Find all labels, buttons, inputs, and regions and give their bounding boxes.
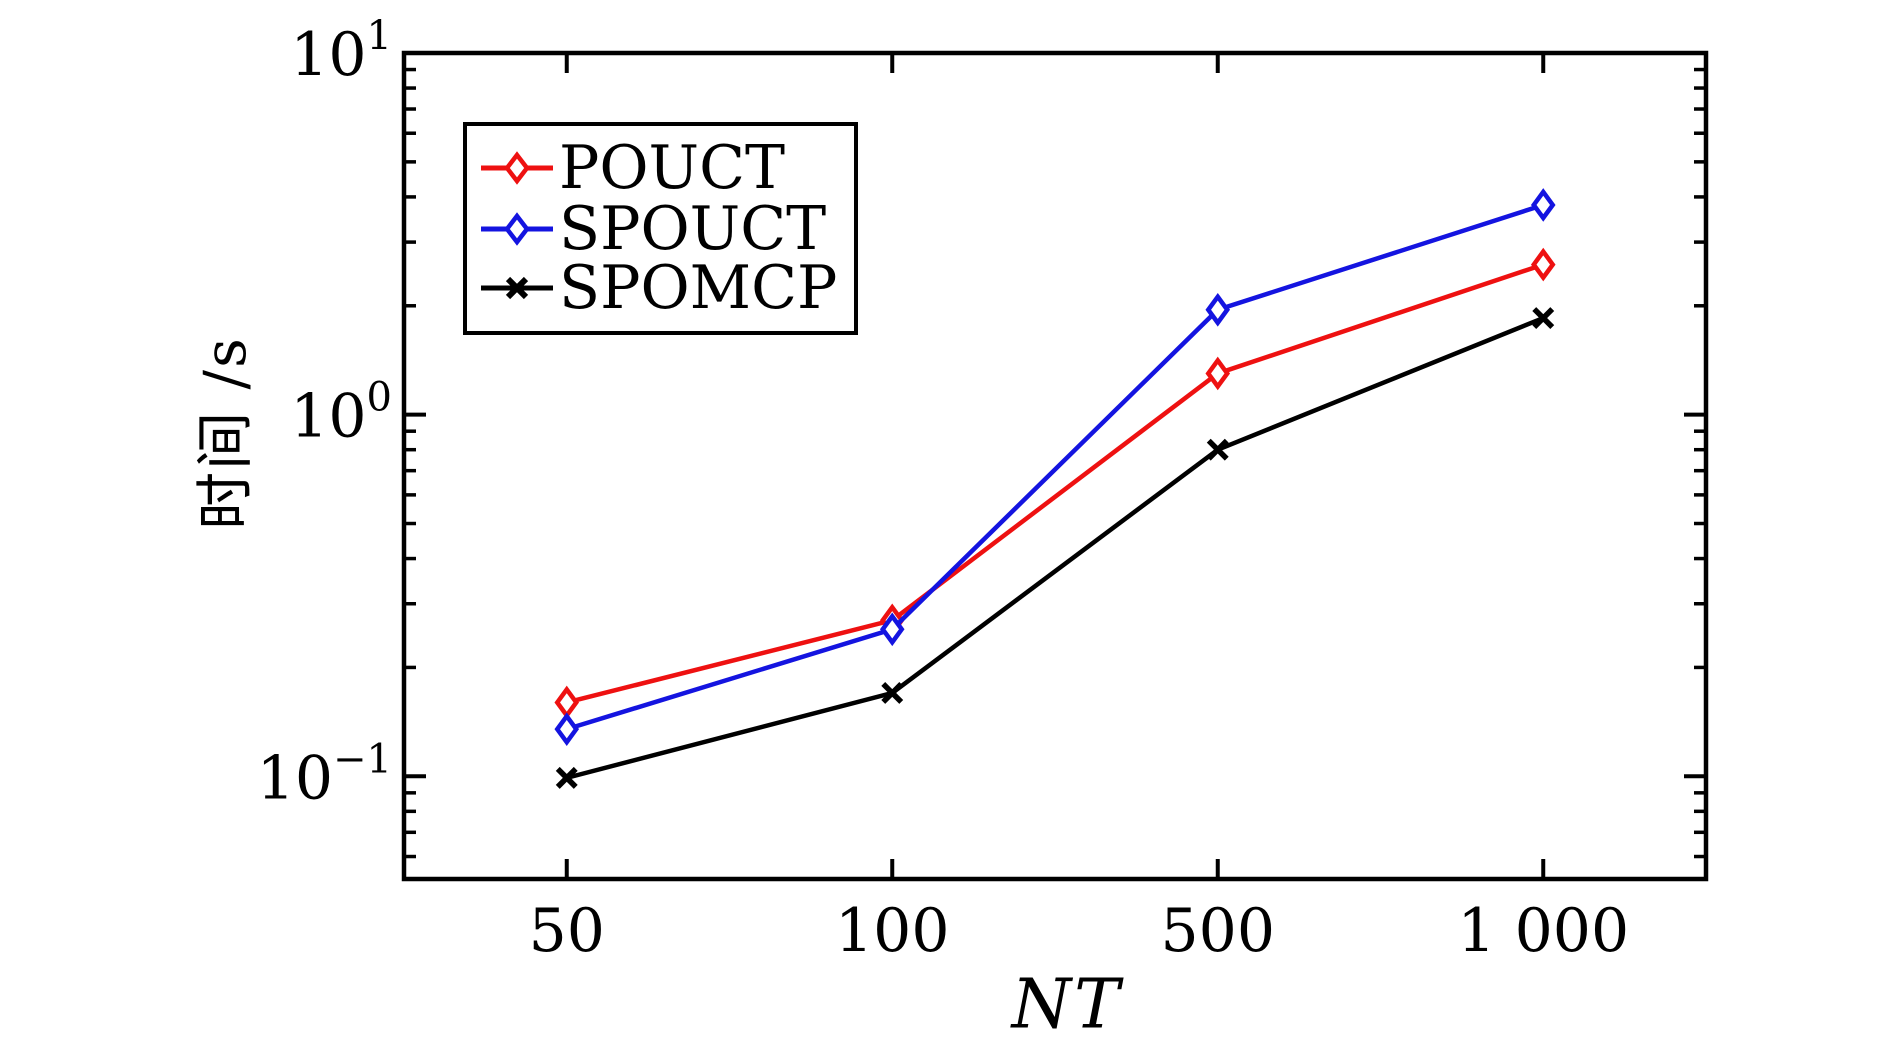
- legend-label: POUCT: [559, 133, 786, 203]
- data-point-marker-pouct: [554, 685, 580, 720]
- data-point-marker-spomcp: [1206, 438, 1229, 461]
- legend-marker-diamond-icon: [481, 212, 553, 246]
- legend-marker-diamond-icon: [481, 151, 553, 185]
- legend-item-spomcp: SPOMCP: [481, 253, 838, 323]
- x-tick-label: 500: [1160, 896, 1275, 966]
- legend-label: SPOMCP: [559, 253, 838, 323]
- legend-label: SPOUCT: [559, 194, 827, 264]
- data-point-marker-pouct: [1205, 356, 1231, 391]
- data-point-marker-pouct: [1530, 247, 1556, 282]
- y-tick-label: 100: [290, 375, 392, 452]
- data-point-marker-spomcp: [555, 766, 578, 789]
- series-line-spouct: [566, 202, 1544, 732]
- x-tick-label: 50: [529, 896, 605, 966]
- y-axis-label: 时间 /s: [191, 336, 259, 530]
- data-point-marker-spouct: [1205, 292, 1231, 327]
- x-tick-label: 1 000: [1457, 896, 1629, 966]
- y-tick-label: 101: [290, 13, 392, 90]
- data-point-marker-spomcp: [1532, 307, 1555, 329]
- data-point-marker-spouct: [879, 612, 905, 647]
- series-line-pouct: [566, 262, 1544, 705]
- series-line-spomcp: [566, 315, 1545, 781]
- axis-frame: [401, 50, 1709, 882]
- legend-item-pouct: POUCT: [481, 133, 786, 203]
- legend-item-spouct: SPOUCT: [481, 194, 827, 264]
- data-point-marker-spouct: [554, 712, 580, 746]
- legend-marker-x-icon: [481, 276, 553, 300]
- legend-box: POUCT SPOUCT SPOMCP: [463, 122, 858, 335]
- x-tick-label: 100: [835, 896, 950, 966]
- x-axis-label: NT: [1011, 965, 1123, 1045]
- data-point-marker-spomcp: [881, 682, 904, 704]
- y-tick-label: 10−1: [257, 736, 392, 813]
- data-point-marker-spouct: [1530, 188, 1556, 222]
